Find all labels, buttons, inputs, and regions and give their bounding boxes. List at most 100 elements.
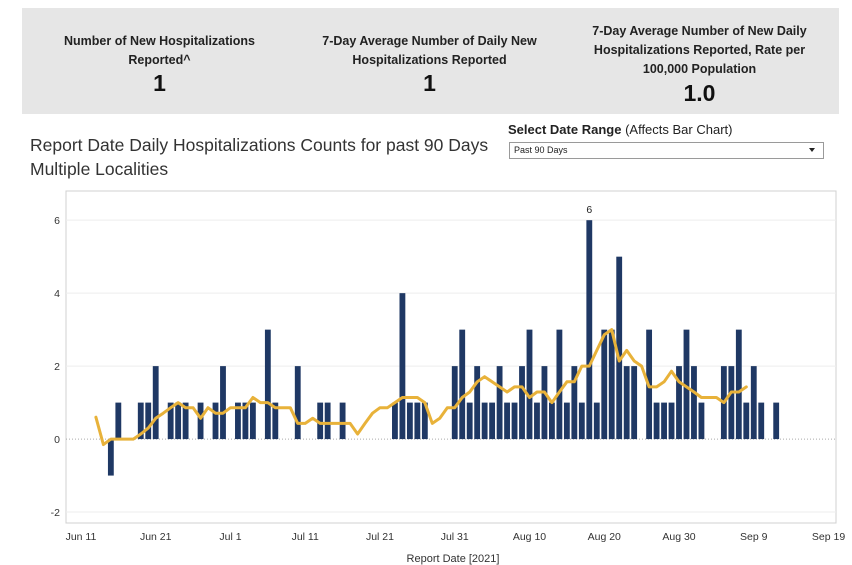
bar xyxy=(608,329,615,440)
kpi-new-hospitalizations: Number of New Hospitalizations Reported^… xyxy=(42,8,277,114)
bar xyxy=(601,329,608,440)
x-tick-label: Jul 31 xyxy=(441,531,469,543)
x-tick-label: Aug 30 xyxy=(662,531,695,543)
bar xyxy=(242,402,249,440)
bar xyxy=(735,329,742,440)
x-axis-label: Report Date [2021] xyxy=(407,553,500,565)
bar xyxy=(623,366,630,440)
bar xyxy=(743,402,750,440)
chevron-down-icon[interactable] xyxy=(809,148,815,152)
bar xyxy=(481,402,488,440)
bar xyxy=(167,402,174,440)
kpi-value: 1.0 xyxy=(683,80,716,106)
bar xyxy=(421,402,428,440)
x-tick-label: Jul 11 xyxy=(292,531,319,543)
bar xyxy=(294,366,301,440)
bar xyxy=(578,402,585,440)
bar xyxy=(459,329,466,440)
bar xyxy=(339,402,346,440)
y-tick-label: 0 xyxy=(54,434,60,446)
average-line xyxy=(94,328,748,447)
bar xyxy=(698,402,705,440)
bar xyxy=(137,402,144,440)
bar xyxy=(691,366,697,440)
bar xyxy=(466,402,473,440)
kpi-label: 7-Day Average Number of Daily New Hospit… xyxy=(322,34,537,67)
bar xyxy=(534,402,540,440)
date-range-label-bold: Select Date Range xyxy=(508,122,622,137)
x-tick-label: Jun 11 xyxy=(66,531,97,543)
bar xyxy=(317,402,324,440)
bar xyxy=(451,366,458,440)
kpi-label: Number of New Hospitalizations Reported^ xyxy=(64,34,255,67)
bar xyxy=(571,366,578,440)
x-tick-label: Jun 21 xyxy=(140,531,172,543)
date-range-selected: Past 90 Days xyxy=(514,145,568,155)
bar xyxy=(152,366,159,440)
bar xyxy=(728,366,735,440)
x-tick-label: Aug 20 xyxy=(588,531,621,543)
bar xyxy=(220,366,226,440)
bar xyxy=(264,329,271,440)
bar xyxy=(504,402,510,440)
bar xyxy=(107,439,114,476)
bar xyxy=(145,402,152,440)
bar xyxy=(235,402,241,440)
bar xyxy=(272,402,279,440)
date-range-select[interactable]: Past 90 Days xyxy=(509,142,824,159)
chart-title-line1: Report Date Daily Hospitalizations Count… xyxy=(30,135,489,155)
y-tick-label: -2 xyxy=(51,507,60,519)
bar xyxy=(631,366,638,440)
bar-peak-label: 6 xyxy=(586,204,592,216)
y-tick-label: 2 xyxy=(54,361,60,373)
x-tick-label: Aug 10 xyxy=(513,531,546,543)
bar xyxy=(197,402,204,440)
kpi-value: 1 xyxy=(423,70,436,96)
bar xyxy=(414,402,421,440)
bar xyxy=(661,402,667,440)
chart-title-line2: Multiple Localities xyxy=(30,159,169,179)
bar xyxy=(750,366,757,440)
chart-title: Report Date Daily Hospitalizations Count… xyxy=(30,133,488,181)
kpi-7day-rate: 7-Day Average Number of New Daily Hospit… xyxy=(577,8,822,114)
x-tick-label: Sep 19 xyxy=(812,531,845,543)
bar xyxy=(324,402,331,440)
bar xyxy=(593,402,600,440)
bar xyxy=(773,402,780,440)
date-range-label: Select Date Range (Affects Bar Chart) xyxy=(508,122,732,137)
bar xyxy=(541,366,548,440)
bar xyxy=(249,402,256,440)
bar xyxy=(511,402,518,440)
bar xyxy=(115,402,122,440)
bar xyxy=(758,402,765,440)
plot-frame xyxy=(65,190,837,524)
bar xyxy=(563,402,570,440)
y-tick-label: 6 xyxy=(54,215,60,227)
x-tick-label: Jul 21 xyxy=(366,531,394,543)
bar xyxy=(556,329,563,440)
bar xyxy=(653,402,660,440)
bar xyxy=(496,366,503,440)
bar xyxy=(586,220,593,440)
bar xyxy=(683,329,690,440)
bar xyxy=(616,256,623,440)
bar xyxy=(549,402,555,440)
y-tick-label: 4 xyxy=(54,288,60,300)
kpi-label: 7-Day Average Number of New Daily Hospit… xyxy=(592,23,807,76)
bar xyxy=(406,402,413,440)
bar xyxy=(519,366,525,440)
bar xyxy=(392,402,398,440)
x-tick-label: Sep 9 xyxy=(740,531,768,543)
bar xyxy=(489,402,496,440)
kpi-7day-average: 7-Day Average Number of Daily New Hospit… xyxy=(312,8,547,114)
bar xyxy=(526,329,533,440)
date-range-label-note: (Affects Bar Chart) xyxy=(625,122,733,137)
kpi-band: Number of New Hospitalizations Reported^… xyxy=(22,8,839,114)
kpi-value: 1 xyxy=(153,70,166,96)
bar xyxy=(175,402,182,440)
bar xyxy=(474,366,481,440)
bar xyxy=(676,366,682,440)
bar xyxy=(399,293,406,440)
bar xyxy=(182,402,189,440)
